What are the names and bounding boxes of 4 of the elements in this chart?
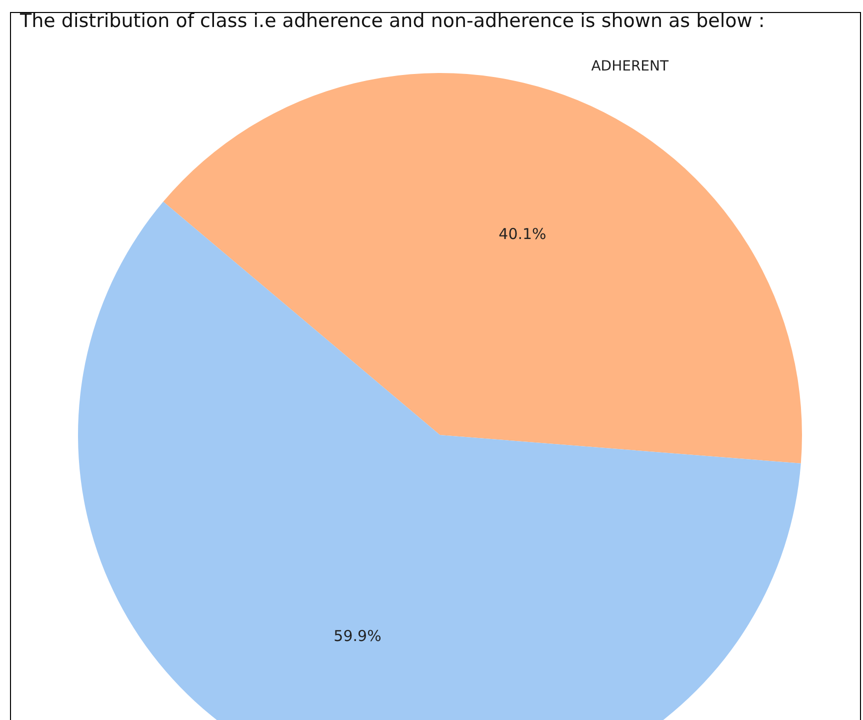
data-label: 59.9%	[334, 626, 382, 645]
slice-label: ADHERENT	[591, 58, 670, 75]
chart-title: The distribution of class i.e adherence and non-adherence is shown as below :	[20, 10, 765, 32]
data-label: 40.1%	[498, 225, 546, 244]
